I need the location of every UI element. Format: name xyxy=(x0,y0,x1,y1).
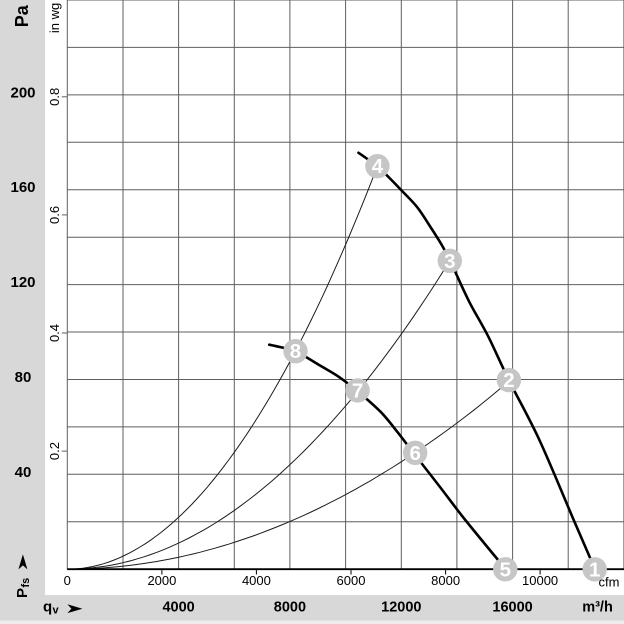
svg-text:6000: 6000 xyxy=(337,573,366,588)
svg-text:0.6: 0.6 xyxy=(47,206,62,224)
svg-text:m³/h: m³/h xyxy=(582,600,613,616)
svg-text:8000: 8000 xyxy=(274,600,306,616)
svg-text:0.4: 0.4 xyxy=(47,324,62,342)
svg-text:6: 6 xyxy=(409,442,420,465)
svg-text:fs: fs xyxy=(20,578,32,588)
svg-text:5: 5 xyxy=(500,558,511,581)
svg-text:3: 3 xyxy=(444,250,455,273)
svg-text:v: v xyxy=(53,605,60,617)
svg-text:1: 1 xyxy=(589,558,600,581)
svg-text:q: q xyxy=(43,599,52,616)
svg-text:P: P xyxy=(14,588,31,598)
svg-text:0: 0 xyxy=(64,573,71,588)
svg-text:2000: 2000 xyxy=(147,573,176,588)
svg-text:Pa: Pa xyxy=(12,4,32,27)
svg-text:200: 200 xyxy=(10,84,35,101)
svg-text:7: 7 xyxy=(352,379,363,402)
svg-text:16000: 16000 xyxy=(492,600,532,616)
svg-text:120: 120 xyxy=(10,274,35,291)
svg-text:cfm: cfm xyxy=(599,575,620,590)
svg-text:160: 160 xyxy=(10,179,35,196)
svg-text:10000: 10000 xyxy=(522,573,558,588)
svg-text:12000: 12000 xyxy=(381,600,421,616)
svg-text:0.8: 0.8 xyxy=(47,88,62,106)
svg-text:4000: 4000 xyxy=(242,573,271,588)
svg-text:40: 40 xyxy=(15,464,32,481)
svg-text:4000: 4000 xyxy=(162,600,194,616)
svg-text:2: 2 xyxy=(503,369,514,392)
svg-text:80: 80 xyxy=(15,369,32,386)
svg-text:in wg: in wg xyxy=(47,3,62,33)
svg-text:8: 8 xyxy=(290,340,301,363)
svg-text:4: 4 xyxy=(372,155,384,178)
svg-text:8000: 8000 xyxy=(431,573,460,588)
svg-text:0.2: 0.2 xyxy=(47,442,62,460)
